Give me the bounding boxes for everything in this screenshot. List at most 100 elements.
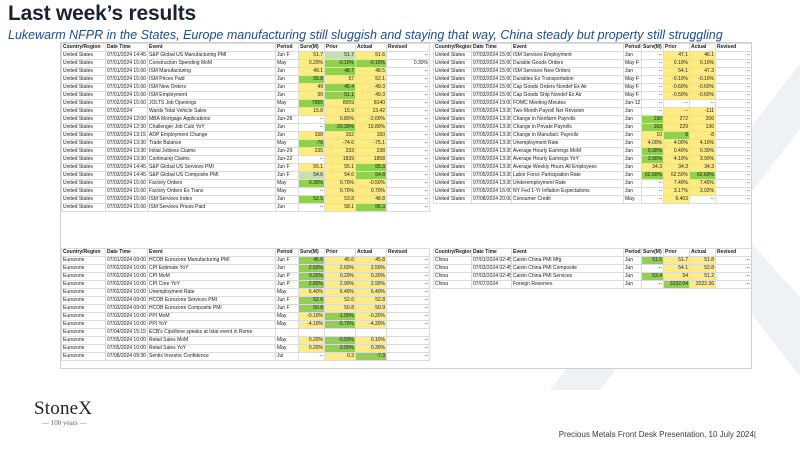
us-results-left-panel: Country/Region Date Time Event Period Su… [61,43,430,212]
table-cell: -0.50% [324,336,356,345]
table-cell: -- [386,195,430,204]
col-header: Revised [386,43,430,52]
table-cell: 34.3 [641,163,664,172]
table-cell: Unemployment Rate [147,288,276,297]
table-cell: 62.50% [663,171,690,180]
table-cell: 07/03/2024 13:30 [105,147,148,156]
table-cell: -- [386,344,430,353]
table-cell: 07/05/2024 13:30 [471,131,512,140]
table-cell: 45.6 [298,256,325,265]
col-header: Prior [324,43,356,52]
table-cell: 07/01/2024 15:00 [105,67,148,76]
table-cell: Sentix Investor Confidence [147,352,276,361]
table-cell: S&P Global US Composite PMI [147,171,276,180]
table-row: Eurozone 07/02/2024 10:00 Unemployment Rat… [61,288,430,297]
table-cell: Eurozone [61,272,106,281]
table-cell: Jun-12 [623,99,642,108]
table-cell: 56.3 [355,203,387,212]
col-header: Surv(M) [641,43,664,52]
table-row: United States 07/03/2024 15:00 Durables Ex… [433,75,751,84]
table-cell: -- [641,99,664,108]
table-cell: -- [386,131,430,140]
table-cell: United States [61,147,106,156]
table-header-row: Country/Region Date Time Event Period Su… [61,43,430,52]
us-results-right-table: Country/Region Date Time Event Period Su… [433,43,751,204]
table-cell: 4.00% [641,139,664,148]
table-cell: 07/05/2024 13:30 [471,147,512,156]
table-cell: Eurozone [61,280,106,289]
table-cell: -74.6 [324,139,356,148]
footer-caption: Precious Metals Front Desk Presentation,… [558,430,756,439]
table-cell: Unemployment Rate [511,139,624,148]
table-cell: 3.02% [689,187,716,196]
table-cell: -- [386,83,430,92]
table-cell: United States [433,99,472,108]
table-cell: Jul [275,352,299,361]
table-cell: 34.3 [689,163,716,172]
table-cell: 2.50% [355,264,387,273]
table-cell: 07/01/2024 14:45 [105,51,148,60]
table-cell: 6.40% [355,288,387,297]
col-header: Surv(M) [641,248,664,257]
table-cell: 07/03/2024 15:00 [471,67,512,76]
table-cell: 0.70% [324,179,356,188]
table-row: Eurozone 07/02/2024 10:00 CPI Core YoY Jun … [61,280,430,289]
table-cell: CPI Core YoY [147,280,276,289]
table-cell: Jun [623,187,642,196]
table-cell: 07/03/2024 10:00 [105,312,148,321]
table-cell: Caixin China PMI Mfg [511,256,624,265]
table-cell: United States [61,99,106,108]
table-cell: 0.20% [298,336,325,345]
table-cell: 47.3 [689,67,716,76]
table-cell: 07/03/2024 19:00 [471,99,512,108]
table-row: United States 07/02/2024 Wards Total Vehic… [61,107,430,116]
table-cell: 51.6 [355,51,387,60]
table-cell: -0.10% [324,59,356,68]
table-cell: 52.8 [689,264,716,273]
table-row: Eurozone 07/03/2024 10:00 PPI YoY May -4.10%… [61,320,430,329]
table-cell: 49.3 [355,83,387,92]
table-cell: Eurozone [61,304,106,313]
table-cell: -20.30% [324,123,356,132]
table-row: Eurozone 07/01/2024 09:00 HCOB Eurozone Ma… [61,256,430,265]
table-cell: 0.80% [324,115,356,124]
table-cell: 49 [298,83,325,92]
table-cell: -- [715,163,751,172]
table-cell: Jun [623,123,642,132]
table-cell: -1.00% [324,312,356,321]
table-cell: China [433,256,472,265]
table-cell: Jun [623,280,642,289]
table-cell: 52.6 [298,296,325,305]
table-cell: 8140 [355,99,387,108]
table-cell: 07/03/2024 12:00 [105,115,148,124]
table-cell: 55.8 [298,75,325,84]
table-cell: -- [715,67,751,76]
table-row: United States 07/05/2024 13:30 Change in M… [433,131,751,140]
table-cell: -- [715,179,751,188]
table-row: United States 07/03/2024 13:30 Continuing … [61,155,430,164]
table-cell: -0.20% [355,312,387,321]
table-cell: 7955 [298,99,325,108]
table-cell: Jun F [275,256,299,265]
col-header: Period [275,43,299,52]
table-cell: -- [298,123,325,132]
table-cell: United States [433,75,472,84]
table-cell: 4.00% [663,139,690,148]
table-cell: United States [433,155,472,164]
table-cell: Initial Jobless Claims [147,147,276,156]
table-cell [298,328,325,337]
table-cell: Jun [623,171,642,180]
table-cell: 53.4 [641,272,664,281]
table-cell: May [275,179,299,188]
table-cell: Durables Ex Transportation [511,75,624,84]
table-cell: May [275,187,299,196]
table-cell: 51.7 [663,256,690,265]
table-cell: Retail Sales MoM [147,336,276,345]
table-cell: Jun [623,115,642,124]
table-cell: 46.1 [689,51,716,60]
table-cell: 2.50% [298,264,325,273]
table-cell: 0.20% [298,272,325,281]
table-cell: ECB's Cipollone speaks at Istat event in… [147,328,276,337]
table-cell: May [275,139,299,148]
table-cell: May [275,320,299,329]
